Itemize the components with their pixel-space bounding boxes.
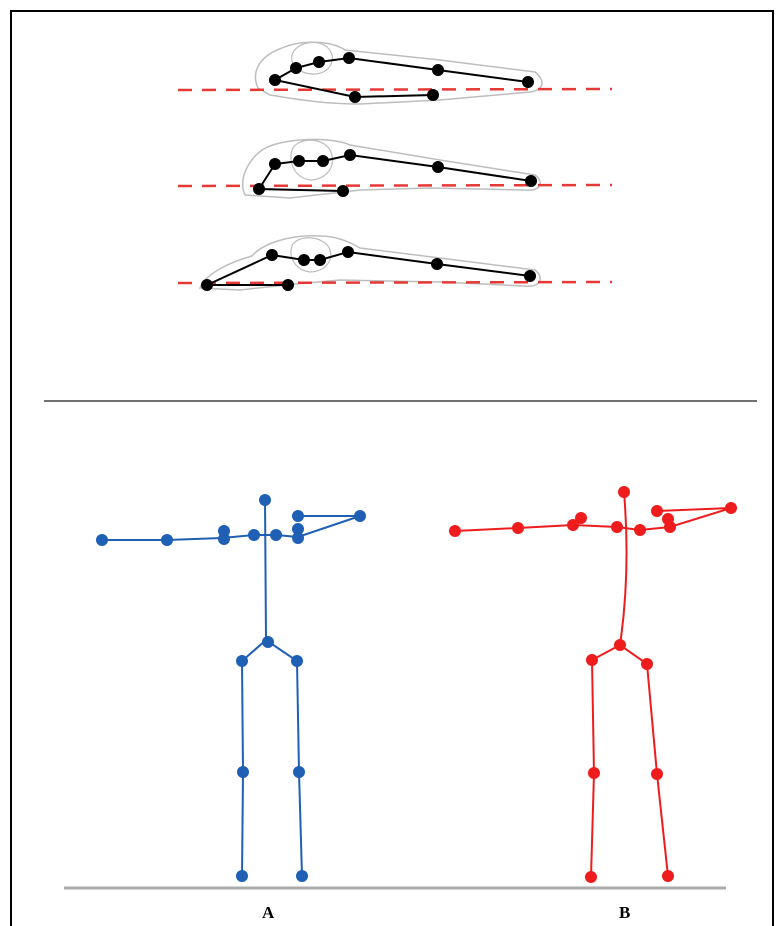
joint [349,91,361,103]
reference-line [177,87,613,92]
label-a: A [262,903,275,922]
hand-outline [254,41,543,105]
joint [512,522,524,534]
finger-bone [272,56,529,99]
joint [585,871,597,883]
joint [342,246,354,258]
joint [317,155,329,167]
joint [236,655,248,667]
joint [588,767,600,779]
joint [282,279,294,291]
joint [651,505,663,517]
joint [259,494,271,506]
hand-pose-1 [177,41,613,105]
joint [662,870,674,882]
joint [292,510,304,522]
joint [291,655,303,667]
hand-pose-3 [177,235,613,291]
spine [619,491,628,646]
hand-right [297,515,361,539]
joint [293,155,305,167]
figure-frame [10,10,774,926]
label-b: B [619,903,631,922]
joint [664,521,676,533]
joint [449,525,461,537]
joint [524,270,536,282]
joint [427,89,439,101]
finger-bone [206,250,531,286]
joint [575,512,587,524]
joint [634,524,646,536]
joint [641,658,653,670]
hand-joints [253,149,537,197]
joint [266,249,278,261]
joint [269,158,281,170]
joint [614,639,626,651]
joint [201,279,213,291]
joint [344,149,356,161]
joint [525,175,537,187]
hand-outline-thumb [290,237,332,273]
hand-outline [241,138,541,199]
joint [651,768,663,780]
joint [292,532,304,544]
joint [248,529,260,541]
skeleton-panel [64,486,737,890]
joint [314,254,326,266]
hand-joints [269,52,534,103]
skeleton-a-joints [96,494,366,882]
joint [218,533,230,545]
joint [354,510,366,522]
hand-outline-thumb [290,139,334,181]
joint [567,519,579,531]
joint [611,521,623,533]
hand-joints [201,246,536,291]
hand-pose-panel [177,41,613,291]
joint [586,654,598,666]
joint [313,56,325,68]
joint [298,254,310,266]
joint [293,766,305,778]
joint [236,870,248,882]
joint [725,502,737,514]
joint [431,258,443,270]
joint [253,183,265,195]
arm-left [102,534,299,541]
reference-line [177,280,613,285]
joint [237,766,249,778]
joint [96,534,108,546]
joint [522,76,534,88]
skeleton-b [454,491,732,878]
joint [337,185,349,197]
joint [161,534,173,546]
joint [290,62,302,74]
joint [296,870,308,882]
spine [241,499,268,662]
skeleton-b-joints [449,486,737,883]
joint [269,74,281,86]
joint [618,486,630,498]
joint [343,52,355,64]
leg-right [265,639,303,877]
joint [432,161,444,173]
joint [432,64,444,76]
joint [270,529,282,541]
skeleton-a [102,499,361,877]
reference-line [177,183,613,188]
hand-outline [198,235,541,291]
hand-pose-2 [177,138,613,199]
joint [292,523,304,535]
joint [262,636,274,648]
